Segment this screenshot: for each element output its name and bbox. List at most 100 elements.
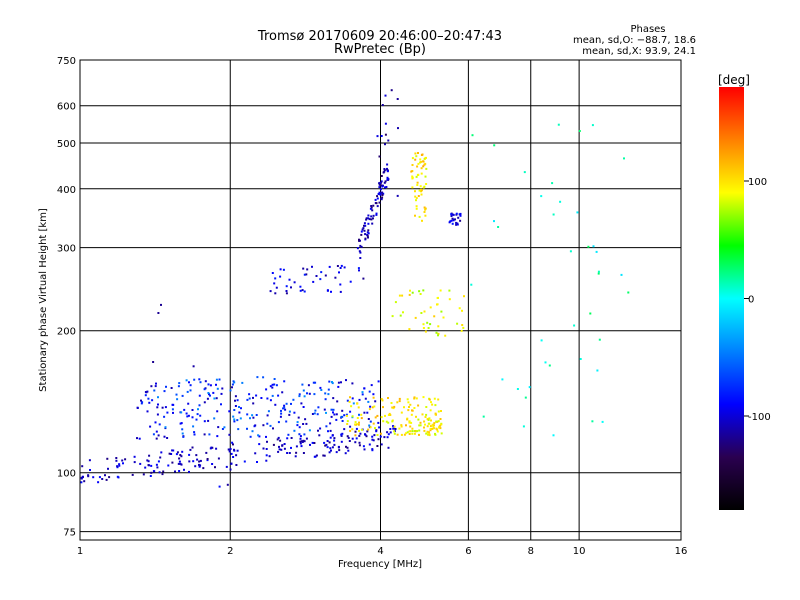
scatter-point — [262, 376, 265, 379]
scatter-point — [360, 413, 363, 416]
scatter-point — [326, 446, 329, 449]
scatter-point — [363, 411, 366, 414]
scatter-point — [341, 420, 344, 422]
scatter-point — [293, 429, 296, 432]
x-tick-label: 16 — [675, 546, 688, 557]
scatter-point — [348, 440, 351, 442]
scatter-point — [374, 198, 377, 201]
scatter-point — [335, 451, 338, 454]
scatter-point — [234, 399, 236, 402]
scatter-point — [345, 414, 348, 417]
scatter-point — [371, 448, 374, 451]
phases-title: Phases — [630, 24, 665, 35]
scatter-point — [122, 462, 124, 465]
scatter-point — [298, 395, 301, 398]
scatter-point — [265, 388, 268, 391]
scatter-point — [431, 403, 434, 406]
scatter-point — [363, 448, 366, 451]
scatter-point — [427, 431, 430, 434]
scatter-point — [351, 382, 354, 385]
scatter-point — [176, 398, 179, 401]
scatter-point — [213, 397, 216, 400]
scatter-point — [148, 401, 151, 404]
scatter-point — [240, 407, 242, 410]
scatter-point — [357, 406, 360, 409]
scatter-point — [82, 476, 84, 479]
scatter-point — [415, 199, 417, 202]
scatter-point — [372, 422, 375, 425]
scatter-point — [359, 244, 362, 247]
scatter-point — [392, 407, 395, 410]
scatter-point — [351, 437, 354, 440]
y-tick-label: 200 — [57, 327, 76, 338]
scatter-point — [290, 402, 292, 405]
scatter-point — [107, 467, 109, 470]
scatter-point — [304, 418, 307, 421]
scatter-point — [436, 420, 439, 423]
scatter-point — [213, 417, 216, 420]
scatter-point — [317, 406, 320, 409]
scatter-point — [427, 422, 430, 425]
scatter-point — [386, 170, 389, 173]
scatter-point — [313, 393, 316, 396]
scatter-point — [374, 400, 377, 403]
scatter-point — [435, 427, 438, 430]
scatter-point — [316, 413, 319, 416]
scatter-point — [426, 321, 429, 324]
scatter-point — [298, 393, 301, 396]
scatter-point — [168, 452, 171, 455]
scatter-point — [363, 222, 366, 225]
scatter-point — [386, 431, 389, 434]
scatter-point — [170, 453, 173, 455]
scatter-point — [325, 425, 328, 428]
scatter-point — [283, 404, 286, 407]
scatter-point — [152, 433, 155, 436]
scatter-point — [426, 431, 429, 434]
scatter-point — [193, 378, 196, 381]
scatter-point — [384, 186, 386, 189]
scatter-point — [361, 228, 364, 231]
scatter-point — [378, 155, 381, 158]
scatter-point — [416, 430, 419, 433]
scatter-point — [175, 453, 178, 456]
scatter-point — [156, 406, 159, 409]
y-tick-label: 75 — [63, 528, 76, 539]
scatter-point — [387, 139, 390, 142]
scatter-point — [167, 464, 170, 467]
scatter-point — [579, 358, 582, 360]
scatter-point — [385, 186, 388, 188]
data-points — [80, 89, 630, 488]
scatter-point — [208, 433, 211, 436]
scatter-point — [420, 312, 423, 314]
scatter-point — [271, 272, 274, 274]
scatter-point — [366, 411, 369, 414]
scatter-point — [341, 432, 344, 435]
scatter-point — [183, 468, 185, 471]
scatter-point — [299, 435, 302, 438]
scatter-point — [150, 464, 153, 467]
scatter-point — [573, 324, 576, 327]
scatter-point — [164, 406, 167, 409]
scatter-point — [206, 458, 209, 460]
scatter-point — [368, 443, 371, 446]
scatter-point — [312, 381, 315, 384]
scatter-point — [400, 411, 403, 414]
scatter-point — [254, 424, 257, 427]
scatter-point — [435, 420, 438, 423]
scatter-point — [367, 400, 370, 403]
scatter-point — [328, 265, 331, 268]
scatter-point — [386, 436, 389, 439]
scatter-point — [188, 470, 190, 473]
scatter-point — [174, 470, 176, 473]
scatter-point — [408, 421, 411, 424]
scatter-point — [381, 196, 384, 199]
scatter-point — [362, 277, 365, 280]
scatter-point — [397, 127, 399, 130]
scatter-point — [144, 394, 147, 397]
scatter-point — [288, 410, 291, 413]
scatter-point — [375, 202, 378, 205]
scatter-point — [279, 439, 282, 442]
scatter-point — [497, 226, 500, 228]
scatter-point — [380, 135, 383, 137]
scatter-point — [327, 393, 330, 396]
